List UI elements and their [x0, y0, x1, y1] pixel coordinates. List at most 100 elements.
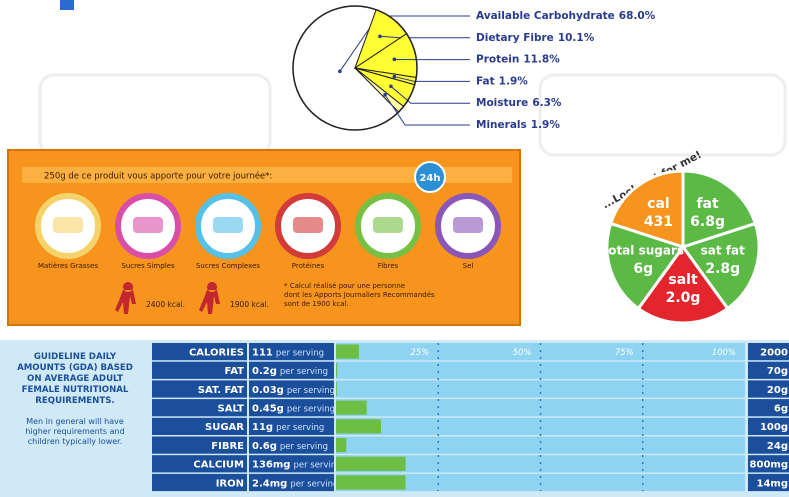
icon-food	[53, 217, 83, 233]
lookout-label: total sugars	[602, 243, 684, 257]
nutrient-name: SAT. FAT	[198, 385, 244, 396]
french-note: dont les Apports Journaliers Recommandés	[284, 291, 435, 299]
lookout-label: cal	[647, 196, 670, 212]
lookout-label: salt	[668, 272, 698, 288]
legend-name: Available Carbohydrate	[476, 10, 615, 22]
icon-label: Sel	[463, 262, 474, 270]
legend-name: Minerals	[476, 119, 527, 131]
gda-bar	[336, 345, 359, 359]
bar-track	[336, 380, 745, 397]
pie-legend-label: Moisture 6.3%	[476, 97, 562, 109]
icon-label: Fibres	[378, 262, 399, 270]
corner-mark	[60, 0, 74, 10]
tick-label: 75%	[615, 348, 634, 358]
legend-value: 6.3%	[532, 97, 562, 109]
pie-legend-label: Minerals1.9%	[476, 119, 560, 131]
gda-bar	[336, 457, 406, 471]
nutrient-name: CALORIES	[189, 347, 244, 358]
legend-value: 68.0%	[619, 10, 656, 22]
line: ON AVERAGE ADULT	[27, 374, 123, 384]
tick-label: 100%	[712, 348, 736, 358]
french-note: sont de 1900 kcal.	[284, 300, 349, 308]
gda-bar	[336, 419, 381, 433]
line: children typically lower.	[28, 437, 123, 446]
people-label: 1900 kcal.	[230, 300, 269, 309]
people-label: 2400 kcal.	[146, 300, 185, 309]
line: Men in general will have	[26, 417, 124, 426]
tick-label: 50%	[513, 348, 532, 358]
icon-food	[213, 217, 243, 233]
gda-bar	[336, 475, 406, 489]
gda-bar	[336, 438, 346, 452]
amount: 111	[252, 347, 273, 358]
icon-label: Matières Grasses	[38, 262, 98, 270]
gda-bar	[336, 363, 337, 377]
french-intro: 250g de ce produit vous apporte pour vot…	[44, 171, 272, 182]
badge-label: 24h	[419, 173, 440, 184]
pie-legend-label: Fat 1.9%	[476, 75, 528, 87]
gda-amount: 6g	[774, 403, 788, 414]
unit: per serving	[280, 367, 328, 377]
lookout-value: 6.8g	[690, 214, 725, 230]
amount: 0.2g	[252, 366, 277, 377]
gda-bar	[336, 401, 367, 415]
nutrient-name: SALT	[218, 403, 245, 414]
legend-value: 10.1%	[558, 32, 595, 44]
pie-legend-label: Available Carbohydrate 68.0%	[476, 10, 656, 22]
unit: per serving	[287, 404, 335, 414]
nutrient-name: SUGAR	[205, 422, 244, 433]
line: FEMALE NUTRITIONAL	[22, 385, 129, 395]
lookout-label: sat fat	[701, 243, 745, 257]
gda-amount: 14mg	[757, 478, 789, 489]
nutrient-amount: 2.4mgper serving	[252, 478, 338, 489]
gda-amount: 20g	[767, 385, 788, 396]
legend-value: 11.8%	[523, 54, 560, 66]
gda-bar	[336, 382, 337, 396]
pie-legend-label: Protein 11.8%	[476, 54, 560, 66]
page: Available Carbohydrate 68.0% Dietary Fibre…	[0, 0, 789, 497]
nutrient-name: CALCIUM	[193, 460, 244, 471]
amount: 2.4mg	[252, 478, 287, 489]
unit: per serving	[276, 423, 324, 433]
gda-amount: 100g	[760, 422, 788, 433]
lookout-label: fat	[696, 196, 719, 212]
amount: 11g	[252, 422, 273, 433]
ghost-frame	[40, 75, 270, 155]
legend-name: Protein	[476, 54, 519, 66]
line: REQUIREMENTS.	[35, 396, 114, 406]
amount: 0.45g	[252, 403, 284, 414]
nutrient-name: FIBRE	[211, 441, 244, 452]
lookout-value: 2.8g	[705, 261, 740, 277]
gda-amount: 800mg	[750, 460, 788, 471]
line: higher requirements and	[25, 427, 124, 436]
ghost-frame	[540, 75, 785, 155]
amount: 136mg	[252, 460, 290, 471]
amount: 0.6g	[252, 441, 277, 452]
lookout-value: 6g	[633, 261, 653, 277]
unit: per serving	[293, 460, 341, 470]
unit: per serving	[280, 441, 328, 451]
bar-track	[336, 437, 745, 454]
legend-name: Dietary Fibre	[476, 32, 554, 44]
icon-food	[293, 217, 323, 233]
line: GUIDELINE DAILY	[34, 352, 117, 362]
french-note: * Calcul réalisé pour une personne	[284, 282, 405, 290]
legend-name: Moisture	[476, 97, 528, 109]
gda-amount: 24g	[767, 441, 788, 452]
icon-label: Protéines	[292, 262, 325, 270]
icon-food	[373, 217, 403, 233]
gda-amount: 70g	[767, 366, 788, 377]
legend-value: 1.9%	[499, 75, 529, 87]
unit: per serving	[287, 385, 335, 395]
legend-name: Fat	[476, 75, 495, 87]
amount: 0.03g	[252, 385, 284, 396]
nutrient-amount: 0.2gper serving	[252, 366, 328, 377]
line: AMOUNTS (GDA) BASED	[17, 363, 133, 373]
lookout-value: 431	[644, 214, 673, 230]
nutrient-name: FAT	[225, 366, 245, 377]
